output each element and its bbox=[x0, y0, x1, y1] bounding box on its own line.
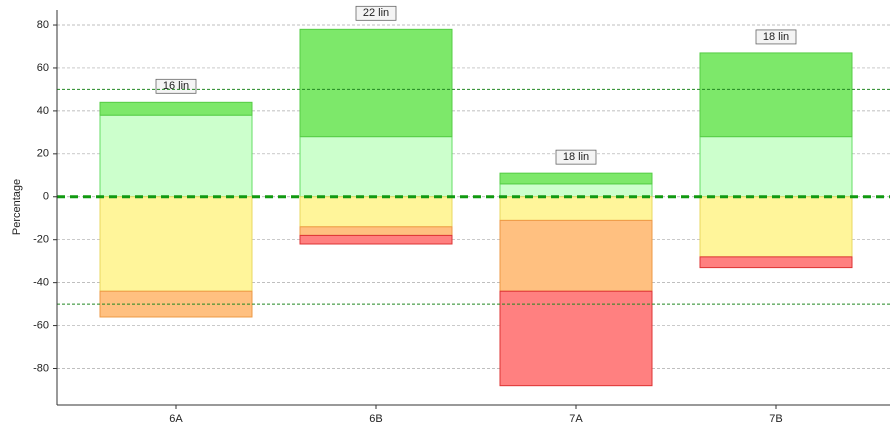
annotation: 18 lin bbox=[563, 151, 589, 163]
bar-segment bbox=[299, 226, 453, 236]
bar-segment bbox=[299, 28, 453, 138]
annotation-box bbox=[155, 78, 197, 94]
bar-segment bbox=[299, 136, 453, 198]
bar-segment bbox=[499, 219, 653, 292]
y-tick-label: -40 bbox=[33, 277, 49, 289]
y-tick-label: 80 bbox=[37, 19, 49, 31]
annotation: 18 lin bbox=[763, 31, 789, 43]
y-tick-label: 0 bbox=[43, 191, 49, 203]
y-tick-label: 20 bbox=[37, 148, 49, 160]
bar-segment bbox=[699, 256, 853, 269]
annotation-box bbox=[355, 5, 397, 21]
bar-segment bbox=[699, 136, 853, 198]
y-tick-label: -20 bbox=[33, 234, 49, 246]
bar-segment bbox=[99, 196, 253, 292]
bar-segment bbox=[99, 101, 253, 116]
annotation-box bbox=[555, 149, 597, 165]
y-axis-label: Percentage bbox=[11, 179, 23, 235]
bar-segment bbox=[499, 172, 653, 185]
annotation: 22 lin bbox=[363, 7, 389, 19]
bar-segment bbox=[699, 52, 853, 138]
bar-segment bbox=[99, 114, 253, 198]
y-tick-label: 40 bbox=[37, 105, 49, 117]
annotation: 16 lin bbox=[163, 80, 189, 92]
bar-segment bbox=[299, 234, 453, 245]
bar-segment bbox=[499, 183, 653, 198]
bar-segment bbox=[499, 290, 653, 387]
bar-segment bbox=[99, 290, 253, 318]
annotation-box bbox=[755, 29, 797, 45]
x-tick-label: 7A bbox=[569, 413, 583, 425]
y-tick-label: -80 bbox=[33, 362, 49, 374]
y-tick-label: -60 bbox=[33, 319, 49, 331]
bar-segment bbox=[499, 196, 653, 221]
y-tick-label: 60 bbox=[37, 62, 49, 74]
x-tick-label: 6A bbox=[169, 413, 183, 425]
bar-segment bbox=[299, 196, 453, 228]
x-tick-label: 6B bbox=[369, 413, 382, 425]
x-tick-label: 7B bbox=[769, 413, 782, 425]
bar-segment bbox=[699, 196, 853, 258]
